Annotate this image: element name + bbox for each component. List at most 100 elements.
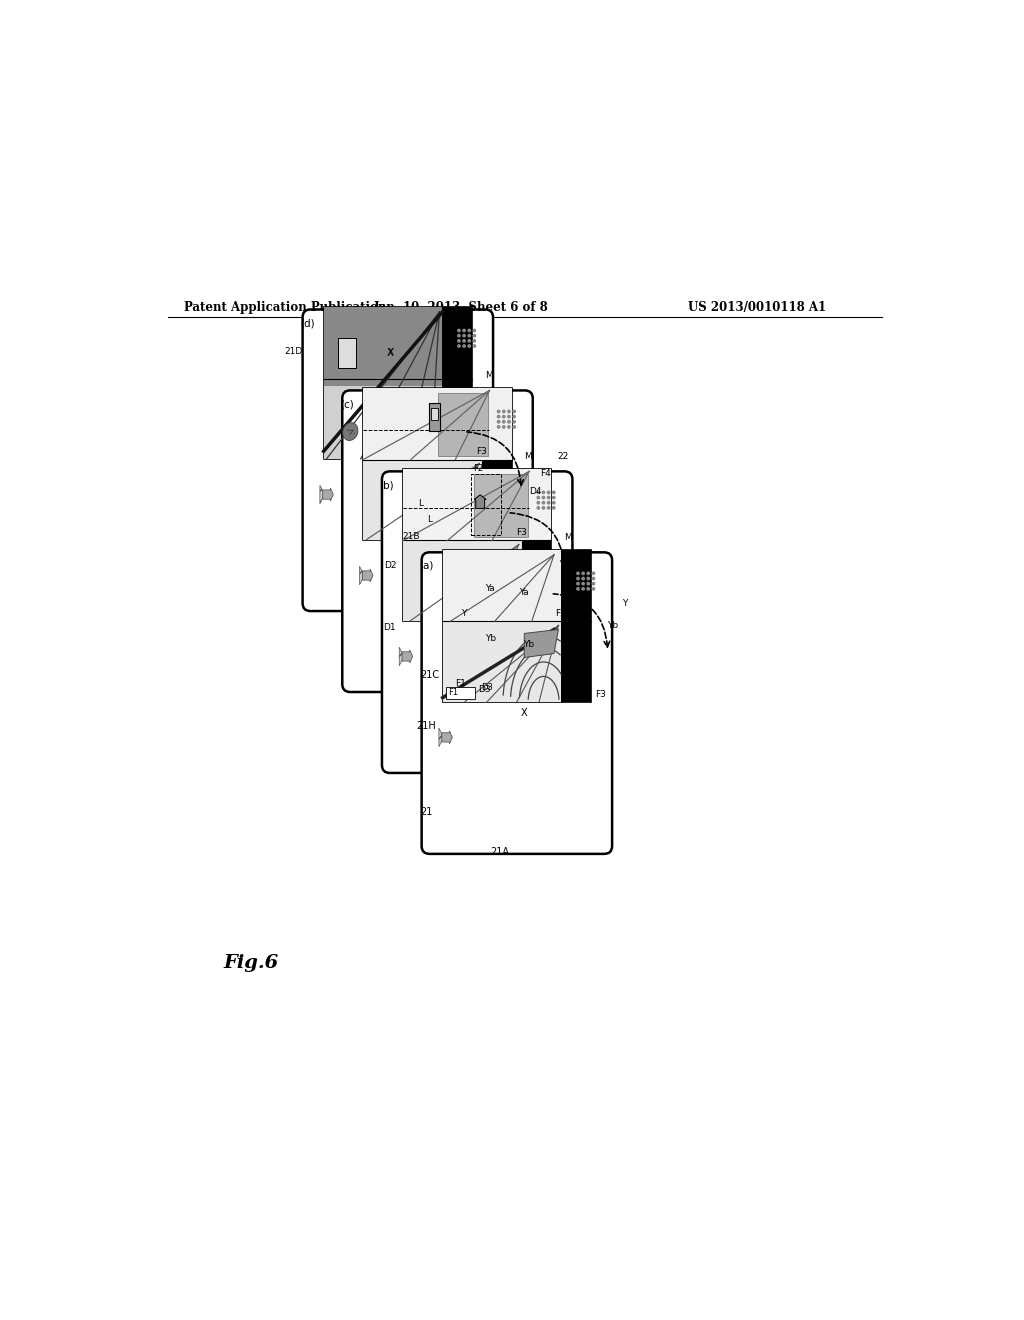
- Circle shape: [577, 582, 580, 585]
- Circle shape: [548, 507, 550, 510]
- Circle shape: [582, 577, 585, 579]
- Circle shape: [538, 496, 540, 499]
- FancyBboxPatch shape: [422, 552, 612, 854]
- Bar: [437, 471, 479, 517]
- Circle shape: [463, 329, 465, 331]
- Bar: [471, 474, 501, 535]
- Bar: [324, 308, 472, 459]
- Bar: [521, 540, 551, 620]
- Circle shape: [543, 491, 545, 494]
- Text: D4: D4: [529, 487, 542, 496]
- Circle shape: [577, 587, 580, 590]
- FancyBboxPatch shape: [342, 391, 532, 692]
- Text: L: L: [418, 499, 423, 508]
- Text: Y: Y: [461, 610, 466, 618]
- Text: F1: F1: [449, 688, 459, 697]
- Text: Yb: Yb: [484, 634, 496, 643]
- Text: D3: D3: [481, 682, 494, 692]
- Text: F3: F3: [476, 446, 487, 455]
- Text: D2: D2: [384, 561, 396, 569]
- Text: M: M: [484, 371, 493, 380]
- Circle shape: [553, 496, 555, 499]
- Text: Ya: Ya: [485, 583, 495, 593]
- Text: Yb: Yb: [523, 640, 535, 648]
- Circle shape: [592, 582, 595, 585]
- Circle shape: [513, 421, 515, 422]
- Bar: [437, 393, 488, 455]
- Circle shape: [473, 334, 475, 337]
- Circle shape: [548, 496, 550, 499]
- Circle shape: [577, 577, 580, 579]
- Circle shape: [503, 426, 505, 428]
- Text: F1: F1: [455, 678, 466, 688]
- Circle shape: [468, 345, 470, 347]
- Circle shape: [458, 334, 460, 337]
- Circle shape: [553, 502, 555, 504]
- Circle shape: [498, 426, 500, 428]
- Circle shape: [458, 329, 460, 331]
- Text: F3: F3: [595, 689, 606, 698]
- Text: X: X: [521, 708, 527, 718]
- Bar: [339, 338, 356, 368]
- Text: (d): (d): [300, 318, 314, 329]
- Text: M: M: [524, 451, 532, 461]
- Circle shape: [498, 416, 500, 418]
- Circle shape: [538, 491, 540, 494]
- Circle shape: [503, 421, 505, 422]
- FancyArrow shape: [402, 649, 413, 663]
- Bar: [442, 622, 561, 702]
- Circle shape: [582, 582, 585, 585]
- Text: (b): (b): [379, 480, 393, 490]
- FancyArrow shape: [362, 569, 373, 582]
- Circle shape: [513, 411, 515, 413]
- Bar: [431, 408, 438, 420]
- Bar: [364, 388, 512, 540]
- Text: D3: D3: [478, 685, 490, 694]
- Circle shape: [553, 507, 555, 510]
- Circle shape: [463, 334, 465, 337]
- Bar: [403, 540, 521, 620]
- FancyArrow shape: [474, 495, 486, 508]
- Circle shape: [587, 572, 590, 574]
- Text: F4: F4: [541, 469, 551, 478]
- Bar: [403, 470, 551, 540]
- Text: US 2013/0010118 A1: US 2013/0010118 A1: [688, 301, 826, 314]
- Bar: [442, 550, 561, 622]
- Circle shape: [503, 416, 505, 418]
- Bar: [482, 459, 512, 540]
- Circle shape: [543, 496, 545, 499]
- Circle shape: [577, 572, 580, 574]
- Text: F2: F2: [473, 463, 483, 473]
- Circle shape: [468, 339, 470, 342]
- Text: Fig.6: Fig.6: [223, 954, 279, 972]
- Circle shape: [587, 577, 590, 579]
- Circle shape: [508, 421, 510, 422]
- Polygon shape: [524, 630, 558, 657]
- Circle shape: [582, 572, 585, 574]
- Text: Y: Y: [623, 599, 628, 607]
- Circle shape: [508, 416, 510, 418]
- Bar: [474, 474, 527, 537]
- Polygon shape: [319, 486, 325, 504]
- Text: X: X: [387, 348, 393, 358]
- Polygon shape: [359, 566, 365, 585]
- Circle shape: [587, 582, 590, 585]
- Text: 21D: 21D: [284, 347, 302, 356]
- Circle shape: [513, 426, 515, 428]
- Circle shape: [543, 507, 545, 510]
- Circle shape: [548, 502, 550, 504]
- Text: 21A: 21A: [489, 846, 509, 857]
- Circle shape: [458, 339, 460, 342]
- Circle shape: [503, 411, 505, 413]
- Circle shape: [468, 329, 470, 331]
- Circle shape: [463, 339, 465, 342]
- Circle shape: [473, 339, 475, 342]
- Ellipse shape: [343, 422, 358, 441]
- Circle shape: [468, 334, 470, 337]
- Circle shape: [508, 411, 510, 413]
- Circle shape: [538, 507, 540, 510]
- Bar: [442, 550, 591, 702]
- Bar: [445, 686, 475, 698]
- Bar: [429, 403, 440, 432]
- Text: F3: F3: [516, 528, 526, 537]
